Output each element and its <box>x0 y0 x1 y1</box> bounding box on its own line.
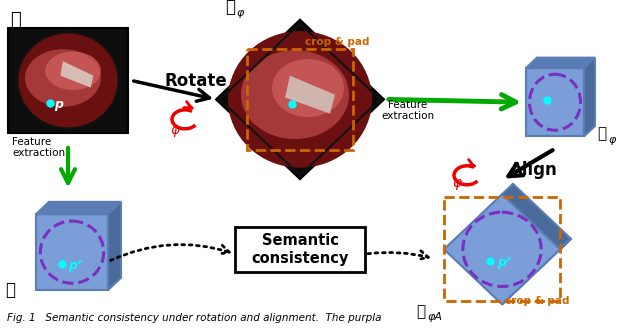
Ellipse shape <box>25 49 101 107</box>
Text: p’: p’ <box>497 256 511 269</box>
Text: p’: p’ <box>68 259 82 272</box>
Text: φ: φ <box>170 122 179 137</box>
Polygon shape <box>108 202 121 290</box>
Text: Fig. 1   Semantic consistency under rotation and alignment.  The purpla: Fig. 1 Semantic consistency under rotati… <box>7 314 381 323</box>
Polygon shape <box>60 61 93 88</box>
Polygon shape <box>216 20 384 179</box>
Ellipse shape <box>45 52 101 90</box>
Polygon shape <box>36 214 108 290</box>
Polygon shape <box>584 58 595 137</box>
Ellipse shape <box>272 59 344 117</box>
Polygon shape <box>526 58 595 68</box>
Text: Rotate: Rotate <box>165 72 228 90</box>
Text: Feature
extraction: Feature extraction <box>381 100 435 121</box>
Polygon shape <box>36 202 121 214</box>
Text: φ: φ <box>608 135 616 145</box>
Text: φ: φ <box>452 176 461 190</box>
Circle shape <box>17 33 118 128</box>
Text: φA: φA <box>427 313 442 322</box>
Ellipse shape <box>241 50 349 139</box>
Text: ℋ: ℋ <box>597 127 606 141</box>
Text: ℋ: ℋ <box>416 305 425 319</box>
Polygon shape <box>8 28 128 133</box>
Text: p: p <box>54 98 63 111</box>
Text: ℐ: ℐ <box>10 12 20 29</box>
Polygon shape <box>502 184 571 249</box>
Polygon shape <box>235 227 365 272</box>
Circle shape <box>228 31 372 168</box>
Polygon shape <box>526 68 584 137</box>
Text: crop & pad: crop & pad <box>505 296 570 306</box>
Text: ℋ: ℋ <box>5 282 15 299</box>
Text: φ: φ <box>236 8 243 18</box>
Text: Semantic
consistency: Semantic consistency <box>252 233 349 266</box>
Polygon shape <box>502 239 571 304</box>
Text: crop & pad: crop & pad <box>305 37 369 47</box>
Text: ℐ: ℐ <box>225 0 235 16</box>
Text: Feature
extraction: Feature extraction <box>12 137 65 158</box>
Polygon shape <box>444 194 560 304</box>
Polygon shape <box>285 76 335 114</box>
Text: Align: Align <box>510 161 557 179</box>
